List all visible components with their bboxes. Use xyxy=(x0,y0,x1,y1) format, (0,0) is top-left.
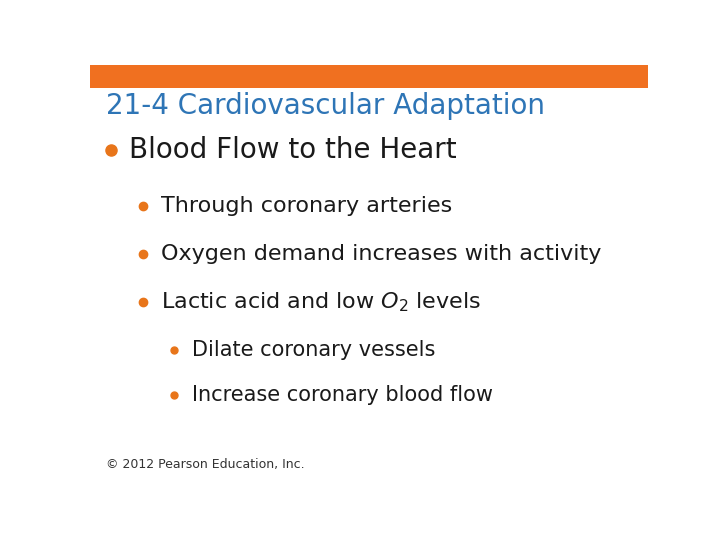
Text: Lactic acid and low $O_2$ levels: Lactic acid and low $O_2$ levels xyxy=(161,290,481,314)
Text: Increase coronary blood flow: Increase coronary blood flow xyxy=(192,384,492,404)
Text: Blood Flow to the Heart: Blood Flow to the Heart xyxy=(129,136,456,164)
Text: Oxygen demand increases with activity: Oxygen demand increases with activity xyxy=(161,244,601,264)
Text: Through coronary arteries: Through coronary arteries xyxy=(161,196,452,216)
Text: Dilate coronary vessels: Dilate coronary vessels xyxy=(192,340,435,360)
Text: 21-4 Cardiovascular Adaptation: 21-4 Cardiovascular Adaptation xyxy=(106,92,544,120)
Text: © 2012 Pearson Education, Inc.: © 2012 Pearson Education, Inc. xyxy=(106,458,305,471)
FancyBboxPatch shape xyxy=(90,65,648,87)
